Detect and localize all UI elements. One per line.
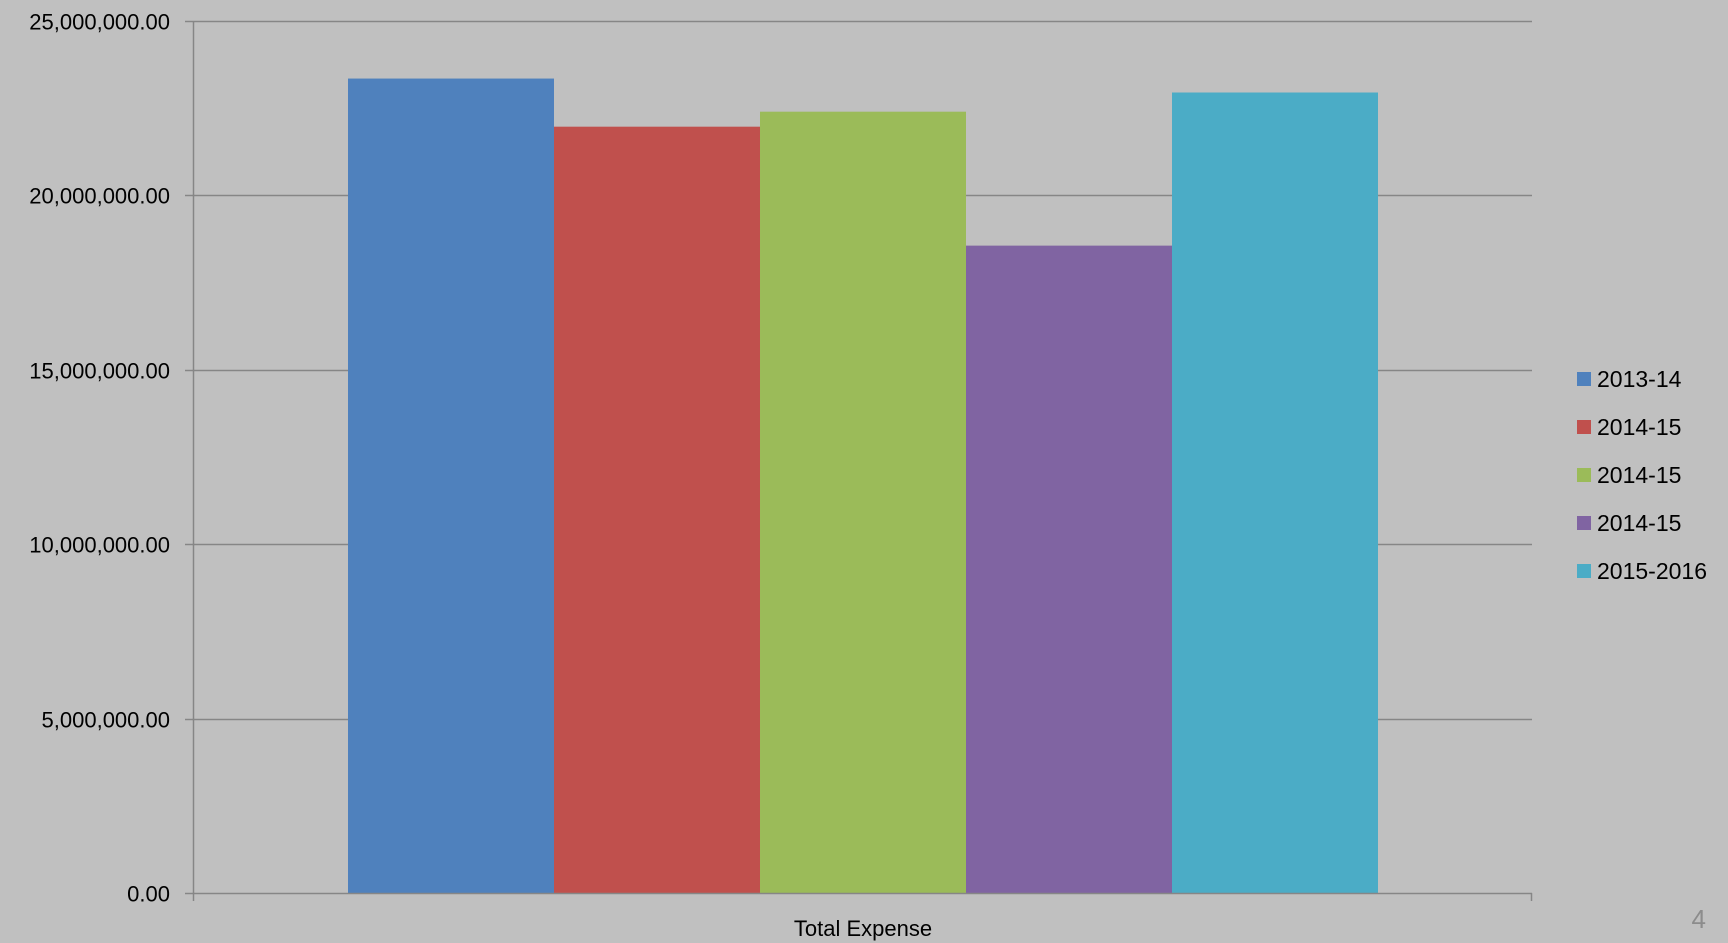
bar bbox=[1172, 92, 1378, 893]
legend-swatch bbox=[1577, 420, 1591, 434]
legend-swatch bbox=[1577, 516, 1591, 530]
bar bbox=[966, 245, 1172, 893]
legend-label: 2014-15 bbox=[1597, 414, 1681, 440]
y-tick-labels: 0.00 5,000,000.00 10,000,000.00 15,000,000.… bbox=[29, 10, 170, 907]
legend-label: 2014-15 bbox=[1597, 462, 1681, 488]
x-category-label: Total Expense bbox=[794, 916, 932, 941]
y-tick-label: 25,000,000.00 bbox=[29, 10, 170, 35]
y-tick-label: 15,000,000.00 bbox=[29, 359, 170, 384]
bar bbox=[760, 111, 966, 894]
bars bbox=[348, 78, 1378, 894]
legend-swatch bbox=[1577, 468, 1591, 482]
legend-label: 2015-2016 bbox=[1597, 558, 1707, 584]
bar bbox=[554, 126, 760, 893]
axes bbox=[185, 20, 1533, 901]
y-tick-label: 20,000,000.00 bbox=[29, 184, 170, 209]
legend: 2013-14 2014-15 2014-15 2014-15 2015-2016 bbox=[1577, 366, 1707, 584]
y-tick-label: 0.00 bbox=[127, 882, 170, 907]
y-tick-label: 5,000,000.00 bbox=[42, 708, 170, 733]
bar bbox=[348, 78, 554, 893]
x-category-labels: Total Expense bbox=[794, 916, 932, 941]
page-number: 4 bbox=[1691, 904, 1706, 934]
legend-swatch bbox=[1577, 372, 1591, 386]
legend-label: 2013-14 bbox=[1597, 366, 1682, 392]
y-tick-label: 10,000,000.00 bbox=[29, 533, 170, 558]
legend-swatch bbox=[1577, 564, 1591, 578]
legend-label: 2014-15 bbox=[1597, 510, 1681, 536]
